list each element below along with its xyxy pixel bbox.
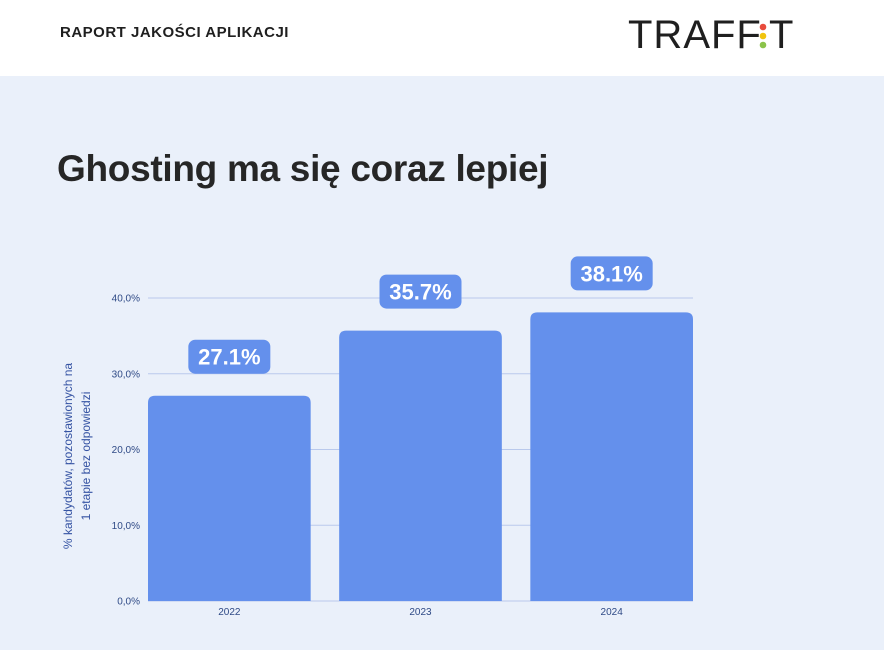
y-tick-label: 40,0% bbox=[112, 294, 140, 305]
data-label-text: 38.1% bbox=[580, 261, 642, 286]
x-tick-label: 2022 bbox=[218, 607, 241, 618]
data-label-text: 35.7% bbox=[389, 280, 451, 305]
bar-2024 bbox=[530, 312, 693, 601]
logo-dot-green bbox=[759, 41, 767, 49]
data-label-2023: 35.7% bbox=[379, 274, 462, 309]
x-tick-labels: 2022 2023 2024 bbox=[218, 607, 623, 618]
x-tick-label: 2024 bbox=[601, 607, 624, 618]
x-tick-label: 2023 bbox=[409, 607, 432, 618]
logo-text-left: TRAFF bbox=[628, 13, 762, 57]
y-tick-labels: 0,0% 10,0% 20,0% 30,0% 40,0% bbox=[112, 294, 140, 608]
report-title: RAPORT JAKOŚCI APLIKACJI bbox=[60, 24, 289, 41]
data-label-background bbox=[188, 339, 271, 374]
page-headline: Ghosting ma się coraz lepiej bbox=[57, 148, 549, 189]
bar-2023 bbox=[339, 330, 502, 601]
logo-dot-red bbox=[759, 23, 767, 31]
y-tick-label: 0,0% bbox=[117, 597, 140, 608]
data-label-background bbox=[570, 256, 653, 291]
bars bbox=[148, 312, 693, 601]
bar-2022 bbox=[148, 395, 311, 601]
data-label-2022: 27.1% bbox=[188, 339, 271, 374]
logo-dot-yellow bbox=[759, 32, 767, 40]
top-bar: RAPORT JAKOŚCI APLIKACJI TRAFF T bbox=[0, 0, 884, 76]
data-labels: 27.1% 35.7% 38.1% bbox=[188, 256, 653, 374]
trafft-logo: TRAFF T bbox=[628, 13, 793, 57]
y-tick-label: 20,0% bbox=[112, 445, 140, 456]
data-label-background bbox=[379, 274, 462, 309]
y-axis-label-line-1: % kandydatów, pozostawionych na bbox=[61, 363, 75, 549]
data-label-2024: 38.1% bbox=[570, 256, 653, 291]
y-tick-label: 10,0% bbox=[112, 521, 140, 532]
logo-text-right: T bbox=[769, 13, 793, 57]
data-label-text: 27.1% bbox=[198, 345, 260, 370]
y-tick-label: 30,0% bbox=[112, 369, 140, 380]
y-axis-label-line-2: 1 etapie bez odpowiedzi bbox=[79, 392, 93, 521]
